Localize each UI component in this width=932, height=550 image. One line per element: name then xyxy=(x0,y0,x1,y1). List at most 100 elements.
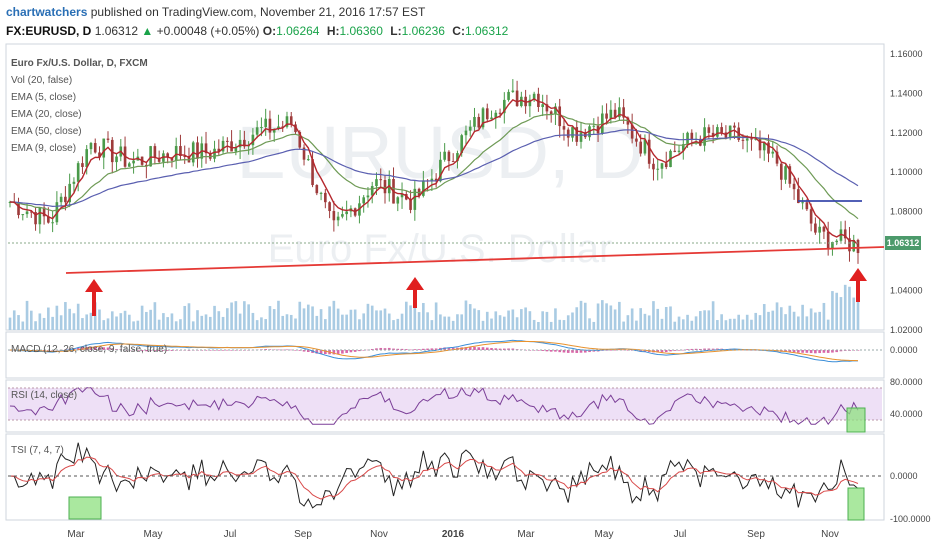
candle-body xyxy=(404,194,408,200)
candle-body xyxy=(571,127,574,138)
candle-body xyxy=(660,163,664,169)
candle-body xyxy=(281,126,285,128)
candle-body xyxy=(179,146,182,156)
volume-bar xyxy=(358,319,361,330)
volume-bar xyxy=(537,321,540,330)
macd-histogram-bar xyxy=(306,350,310,352)
macd-histogram-bar xyxy=(788,350,792,353)
volume-bar xyxy=(341,314,344,330)
candle-body xyxy=(473,116,476,127)
candle-body xyxy=(439,159,442,182)
candle-body xyxy=(575,127,579,142)
candle-body xyxy=(85,149,89,167)
candle-body xyxy=(605,113,608,119)
volume-bar xyxy=(652,301,655,330)
volume-bar xyxy=(545,311,549,330)
candle-body xyxy=(720,127,723,133)
macd-histogram-bar xyxy=(626,349,630,351)
macd-histogram-bar xyxy=(583,350,587,353)
ema20-line xyxy=(9,113,859,220)
candle-body xyxy=(809,209,813,224)
candle-body xyxy=(771,151,775,154)
volume-bar xyxy=(106,318,110,330)
volume-bar xyxy=(822,302,826,330)
macd-histogram-bar xyxy=(315,350,319,354)
candle-body xyxy=(264,118,267,128)
volume-bar xyxy=(140,305,144,330)
time-axis[interactable]: Mar May Jul Sep Nov 2016 Mar May Jul Sep Nov xyxy=(67,529,839,540)
candle-body xyxy=(25,211,29,215)
candle-body xyxy=(434,178,438,182)
time-tick-label: Mar xyxy=(67,529,85,540)
candle-body xyxy=(183,155,187,157)
rsi-label: RSI (14, close) xyxy=(11,390,77,401)
author-link[interactable]: chartwatchers xyxy=(6,5,88,19)
macd-histogram-bar xyxy=(38,350,42,351)
macd-histogram-bar xyxy=(349,350,353,353)
volume-bar xyxy=(528,311,532,330)
macd-histogram-bar xyxy=(549,350,553,352)
macd-histogram-bar xyxy=(294,350,297,351)
candle-body xyxy=(767,142,770,154)
legend-item-ema9: EMA (9, close) xyxy=(11,143,76,154)
volume-bar xyxy=(255,320,259,330)
volume-bar xyxy=(758,315,762,330)
volume-bar xyxy=(208,316,212,330)
candle-body xyxy=(400,194,404,198)
price-tick-label: 1.04000 xyxy=(890,286,923,296)
price-tick-label: 1.16000 xyxy=(890,49,923,59)
macd-histogram-bar xyxy=(98,347,101,350)
volume-bar xyxy=(179,319,182,330)
macd-histogram-bar xyxy=(426,348,429,350)
candle-body xyxy=(647,139,651,164)
last-price: 1.06312 xyxy=(94,24,139,38)
macd-histogram-bar xyxy=(383,348,387,350)
macd-histogram-bar xyxy=(818,350,821,354)
volume-bar xyxy=(251,312,255,330)
volume-bar xyxy=(656,308,660,330)
volume-bars xyxy=(8,284,860,330)
volume-bar xyxy=(81,318,84,330)
volume-bar xyxy=(549,321,553,330)
candle-body xyxy=(311,159,314,186)
tsi-panel xyxy=(5,433,885,521)
macd-histogram-bar xyxy=(230,350,233,351)
volume-bar xyxy=(17,315,20,330)
support-trendline[interactable] xyxy=(65,246,885,274)
candle-body xyxy=(456,153,459,162)
candle-body xyxy=(856,239,860,254)
volume-bar xyxy=(605,303,608,330)
volume-bar xyxy=(72,313,76,330)
candle-body xyxy=(843,229,847,239)
volume-bar xyxy=(51,316,54,330)
candle-body xyxy=(260,127,263,129)
macd-histogram-bar xyxy=(694,348,698,350)
macd-histogram-bar xyxy=(690,348,694,350)
volume-bar xyxy=(25,300,29,330)
macd-histogram-bar xyxy=(656,350,660,353)
rsi-tick-label: 40.0000 xyxy=(890,409,923,419)
volume-bar xyxy=(332,300,336,330)
candle-body xyxy=(447,151,451,162)
macd-histogram-bar xyxy=(660,350,664,353)
volume-bar xyxy=(404,301,408,330)
macd-histogram-bar xyxy=(609,349,613,351)
volume-bar xyxy=(289,314,293,330)
candle-body xyxy=(81,163,84,167)
volume-bar xyxy=(571,312,574,330)
macd-histogram-bar xyxy=(353,350,357,352)
macd-histogram-bar xyxy=(566,350,570,353)
candle-body xyxy=(268,118,272,133)
macd-histogram-bar xyxy=(485,347,489,350)
price-tick-label: 1.02000 xyxy=(890,325,923,335)
volume-bar xyxy=(426,312,429,330)
volume-bar xyxy=(720,314,723,330)
macd-histogram-bar xyxy=(494,348,498,350)
macd-histogram-bar xyxy=(336,350,340,355)
candle-body xyxy=(537,93,540,107)
volume-bar xyxy=(336,308,340,330)
candle-body xyxy=(673,150,677,152)
volume-bar xyxy=(699,311,702,330)
price-axis[interactable]: 1.16000 1.14000 1.12000 1.10000 1.08000 1.040… xyxy=(890,49,931,524)
